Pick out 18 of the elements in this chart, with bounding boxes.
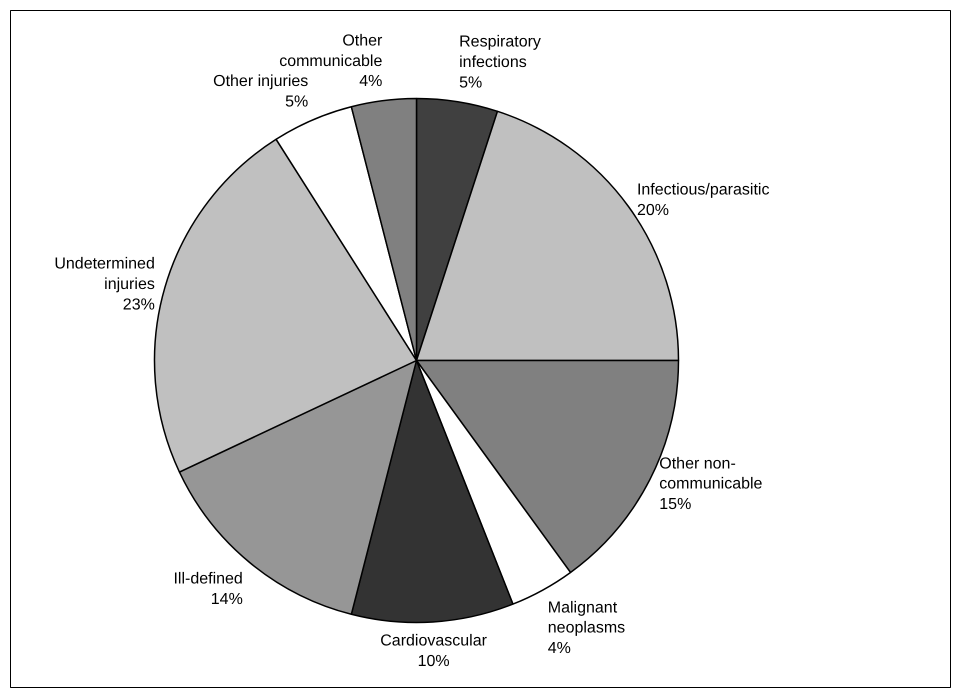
data-label: 4% xyxy=(359,73,382,90)
slice-label: Infectious/parasitic xyxy=(636,182,770,199)
data-label: 20% xyxy=(636,202,669,220)
data-label: 5% xyxy=(285,93,308,110)
slice-label: Malignant neoplasms xyxy=(548,599,626,637)
slice-label: Cardiovascular xyxy=(380,632,488,650)
data-label: 10% xyxy=(418,652,450,670)
data-label: 4% xyxy=(548,640,571,658)
slice-label: Other injuries xyxy=(213,73,308,90)
slice-label: Respiratory infections xyxy=(459,34,541,71)
slice-label: Other communicable xyxy=(279,32,384,70)
data-label: 15% xyxy=(659,496,692,514)
data-label: 23% xyxy=(122,296,155,314)
data-label: 14% xyxy=(210,590,243,608)
slice-label: Undetermined injuries xyxy=(54,256,155,293)
data-label: 5% xyxy=(459,74,482,92)
slice-label: Other non- communicable xyxy=(659,455,763,493)
slice-label: Ill-defined xyxy=(173,570,243,588)
